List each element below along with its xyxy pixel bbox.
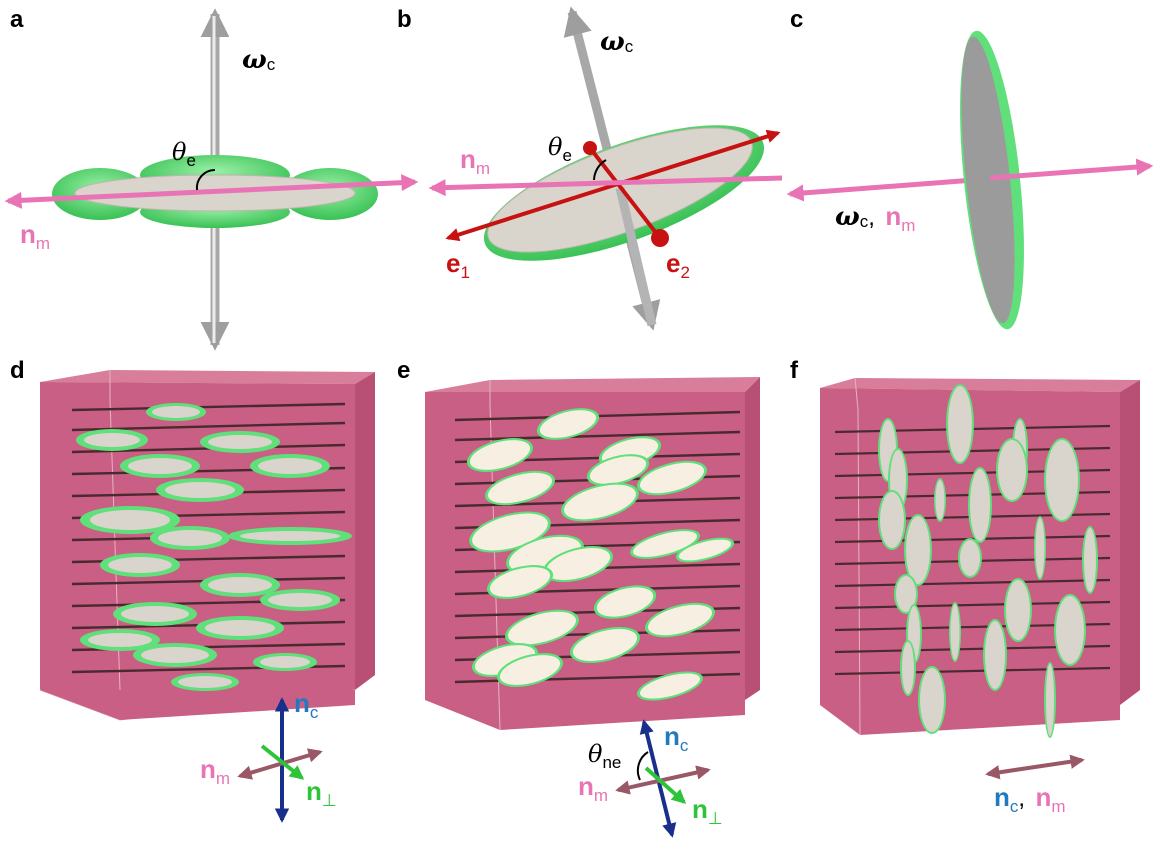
box-edge-f xyxy=(854,377,861,736)
box-top-d xyxy=(40,370,375,384)
panel-b: b ωc θe nm e1 e2 xyxy=(397,6,783,331)
nperp-label-e: n⊥ xyxy=(692,794,723,828)
box-top-e xyxy=(425,377,760,392)
triad-e xyxy=(615,719,711,838)
box-side-e xyxy=(745,377,760,700)
nm-axis-a xyxy=(4,174,419,209)
e1-axis xyxy=(445,129,781,242)
theta-ne-label: θne xyxy=(588,740,621,772)
panel-label-a: a xyxy=(10,6,24,33)
e2-end-bottom xyxy=(651,229,669,247)
nm-label-a: nm xyxy=(20,219,50,253)
nc-nm-axis-f xyxy=(985,754,1085,780)
nm-axis-b xyxy=(428,175,783,197)
omega-nm-label-c: ωc, nm xyxy=(835,201,915,235)
nc-nm-label-f: nc, nm xyxy=(994,782,1066,816)
box-edge-d xyxy=(109,370,121,691)
panel-label-d: d xyxy=(10,357,25,384)
panel-label-f: f xyxy=(790,357,799,384)
panel-e: e xyxy=(397,357,760,838)
nperp-axis-e xyxy=(644,766,687,804)
theta-e-label-b: θe xyxy=(548,133,572,165)
inclusions-d xyxy=(76,403,352,691)
panel-label-e: e xyxy=(397,357,410,384)
theta-e-arc-a xyxy=(195,168,216,191)
edge-disk-c xyxy=(961,36,1015,324)
box-bottom-e xyxy=(425,700,745,730)
omega-c-label-b: ωc xyxy=(600,27,634,57)
nperp-axis-d xyxy=(260,744,305,780)
panel-d: d xyxy=(10,357,375,823)
nm-label-b: nm xyxy=(460,144,490,178)
triad-d xyxy=(237,697,323,823)
e2-end-top xyxy=(583,141,597,155)
nm-axis-d xyxy=(237,748,323,780)
inclusions-e xyxy=(466,408,735,701)
e1-label: e1 xyxy=(446,248,470,282)
nc-label-d: nc xyxy=(294,688,319,722)
box-top-f xyxy=(820,378,1140,392)
nperp-label-d: n⊥ xyxy=(306,776,337,810)
nm-axis-c-front xyxy=(989,158,1154,181)
nm-label-e: nm xyxy=(578,771,608,805)
panel-c: c ωc, nm xyxy=(786,6,1154,330)
theta-e-arc-b xyxy=(593,159,607,181)
inclusions-f xyxy=(878,384,1098,738)
box-side-d xyxy=(355,372,375,690)
panel-label-b: b xyxy=(397,6,412,33)
nc-label-e: nc xyxy=(664,721,689,755)
box-side-f xyxy=(1120,380,1140,705)
panel-a: a ωc θe nm xyxy=(4,6,419,351)
panel-f: f xyxy=(790,357,1140,816)
panel-label-c: c xyxy=(790,6,803,33)
theta-e-label-a: θe xyxy=(172,138,196,170)
theta-ne-arc xyxy=(636,751,649,781)
e2-label: e2 xyxy=(666,248,690,282)
nm-label-d: nm xyxy=(200,754,230,788)
omega-c-label-a: ωc xyxy=(242,45,276,75)
box-bottom-f xyxy=(820,705,1120,735)
nm-axis-e xyxy=(615,765,711,795)
box-edge-e xyxy=(489,380,501,731)
